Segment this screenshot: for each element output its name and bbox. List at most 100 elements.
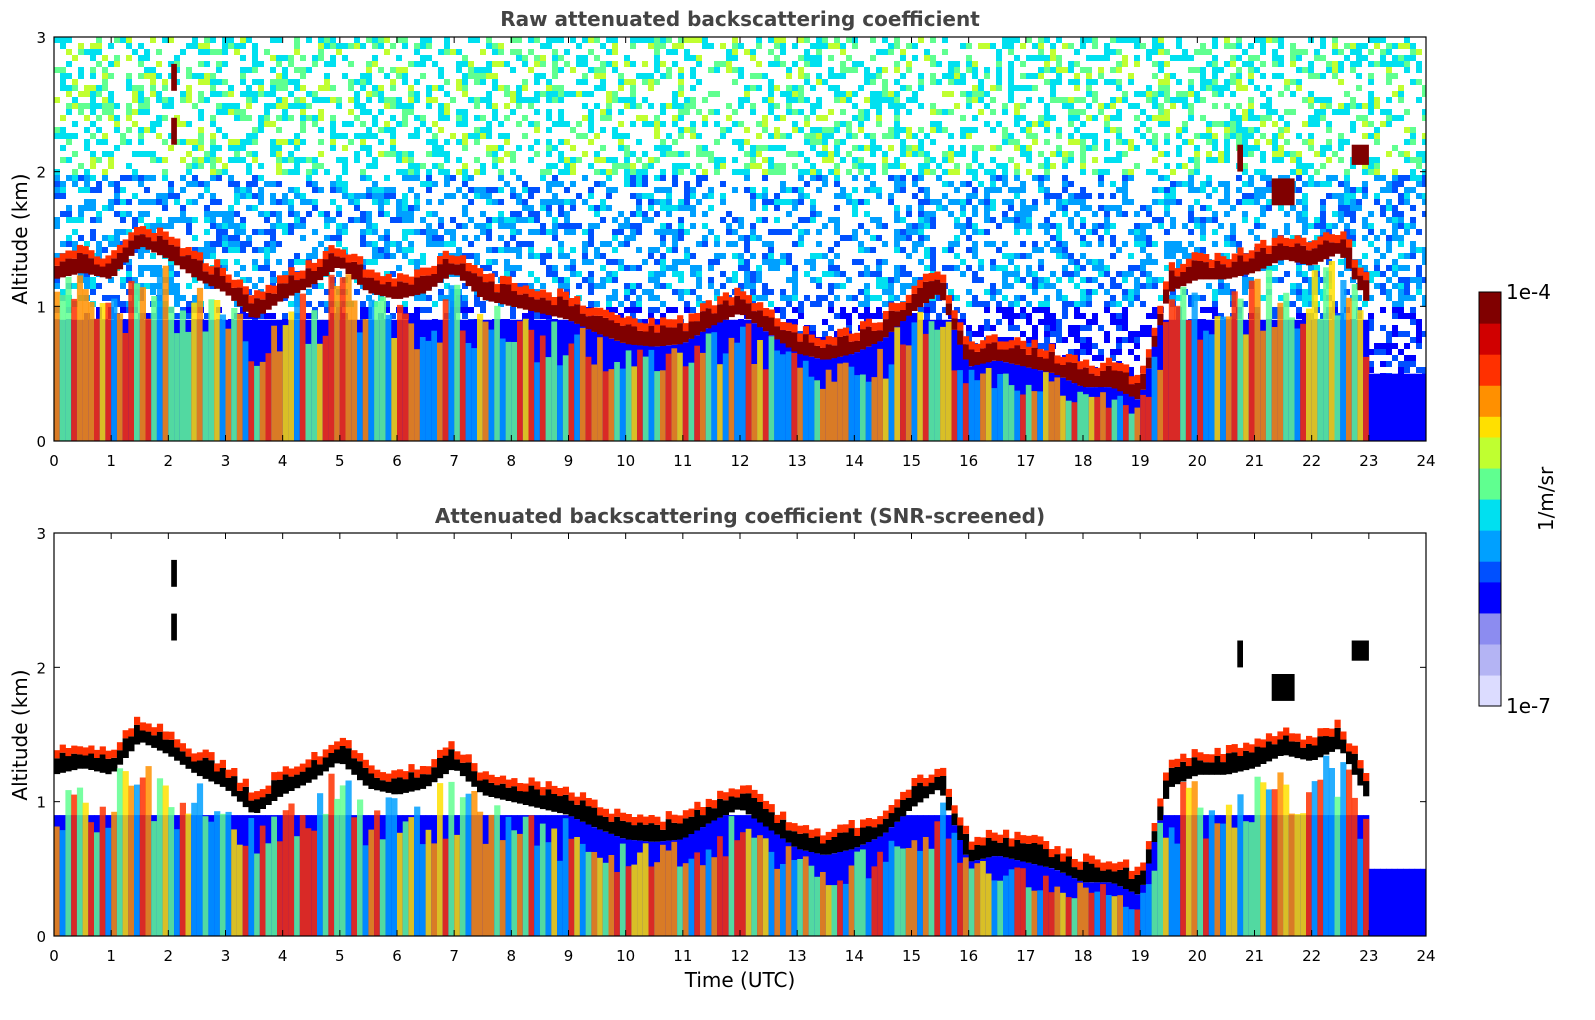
noise-cell [102, 97, 108, 103]
noise-cell [1176, 295, 1182, 301]
noise-cell [1326, 61, 1332, 67]
noise-cell [606, 49, 612, 55]
noise-cell [486, 265, 492, 271]
noise-cell [264, 265, 270, 271]
noise-cell [144, 103, 150, 109]
noise-cell [90, 199, 96, 205]
noise-cell [768, 169, 774, 175]
noise-cell [1410, 217, 1416, 223]
noise-cell [768, 241, 774, 247]
noise-cell [708, 265, 714, 271]
noise-cell [288, 157, 294, 163]
noise-cell [264, 241, 270, 247]
noise-cell [1116, 109, 1122, 115]
noise-cell [972, 271, 978, 277]
noise-cell [1020, 211, 1026, 217]
noise-cell [570, 247, 576, 253]
noise-cell [936, 109, 942, 115]
noise-cell [1218, 85, 1224, 91]
noise-cell [1164, 253, 1170, 259]
noise-cell [576, 271, 582, 277]
noise-cell [1200, 181, 1206, 187]
noise-cell [402, 73, 408, 79]
noise-cell [786, 97, 792, 103]
noise-cell [852, 211, 858, 217]
noise-cell [1308, 91, 1314, 97]
noise-cell [1110, 253, 1116, 259]
noise-cell [1122, 37, 1128, 43]
noise-cell [516, 211, 522, 217]
noise-cell [1110, 67, 1116, 73]
noise-cell [948, 91, 954, 97]
noise-cell [1320, 163, 1326, 169]
noise-cell [1212, 295, 1218, 301]
noise-cell [534, 253, 540, 259]
noise-cell [1248, 43, 1254, 49]
noise-cell [810, 85, 816, 91]
noise-cell [192, 37, 198, 43]
noise-cell [798, 73, 804, 79]
noise-cell [168, 37, 174, 43]
noise-cell [894, 271, 900, 277]
noise-cell [1044, 169, 1050, 175]
noise-cell [126, 211, 132, 217]
noise-cell [228, 91, 234, 97]
noise-cell [840, 139, 846, 145]
noise-cell [768, 265, 774, 271]
noise-cell [606, 91, 612, 97]
noise-cell [606, 277, 612, 283]
noise-cell [78, 43, 84, 49]
noise-cell [138, 61, 144, 67]
noise-cell [180, 205, 186, 211]
noise-cell [546, 163, 552, 169]
noise-cell [1080, 121, 1086, 127]
noise-cell [882, 241, 888, 247]
noise-cell [1350, 187, 1356, 193]
noise-cell [216, 49, 222, 55]
noise-cell [1392, 313, 1398, 319]
noise-cell [1260, 49, 1266, 55]
noise-cell [594, 253, 600, 259]
noise-cell [1188, 115, 1194, 121]
noise-cell [924, 193, 930, 199]
noise-cell [1002, 175, 1008, 181]
noise-cell [246, 289, 252, 295]
noise-cell [420, 115, 426, 121]
noise-cell [1002, 169, 1008, 175]
noise-cell [780, 115, 786, 121]
noise-cell [402, 67, 408, 73]
noise-cell [1416, 67, 1422, 73]
noise-cell [1032, 247, 1038, 253]
noise-cell [906, 85, 912, 91]
noise-cell [702, 169, 708, 175]
noise-cell [864, 145, 870, 151]
noise-cell [888, 97, 894, 103]
noise-cell [774, 43, 780, 49]
noise-cell [582, 115, 588, 121]
noise-cell [642, 211, 648, 217]
noise-cell [624, 133, 630, 139]
noise-cell [360, 169, 366, 175]
noise-cell [396, 217, 402, 223]
noise-cell [840, 97, 846, 103]
noise-cell [1410, 253, 1416, 259]
noise-cell [108, 199, 114, 205]
noise-cell [810, 265, 816, 271]
noise-cell [588, 109, 594, 115]
noise-cell [192, 247, 198, 253]
noise-cell [996, 163, 1002, 169]
noise-cell [1416, 247, 1422, 253]
noise-cell [246, 91, 252, 97]
noise-cell [618, 145, 624, 151]
noise-cell [1158, 115, 1164, 121]
noise-cell [1074, 229, 1080, 235]
noise-cell [1242, 139, 1248, 145]
noise-cell [1392, 283, 1398, 289]
noise-cell [1416, 151, 1422, 157]
noise-cell [672, 139, 678, 145]
noise-cell [384, 301, 390, 307]
noise-cell [726, 223, 732, 229]
noise-cell [1080, 169, 1086, 175]
noise-cell [990, 169, 996, 175]
noise-cell [1008, 319, 1014, 325]
